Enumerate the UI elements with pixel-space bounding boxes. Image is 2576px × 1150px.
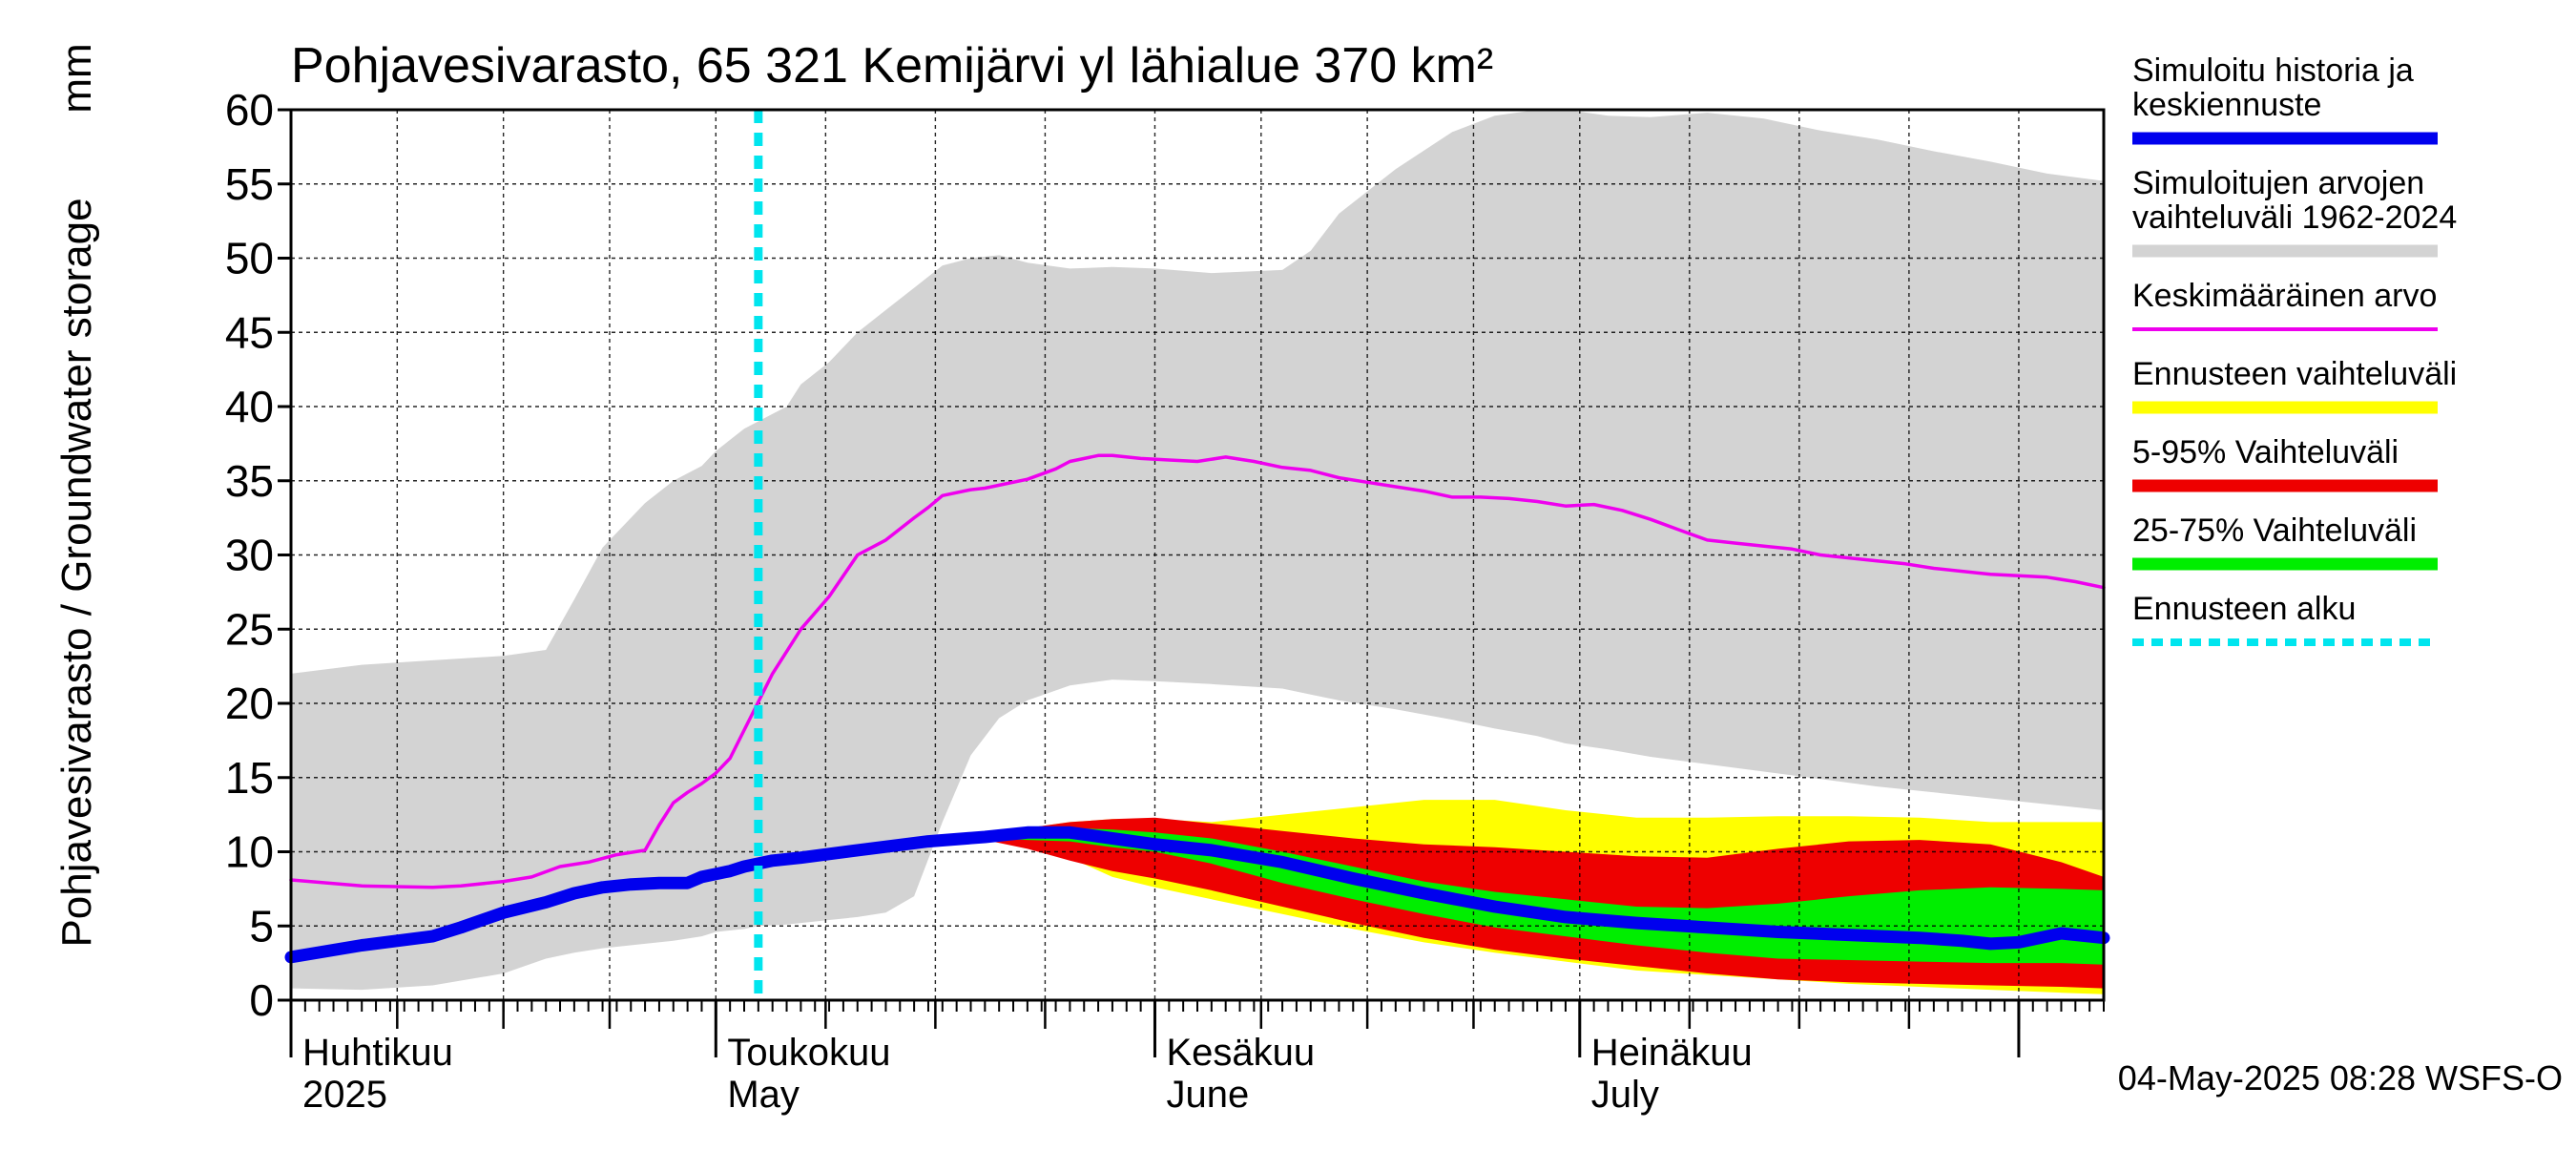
month-label-huhtikuu: Huhtikuu xyxy=(302,1032,453,1074)
grid-layer xyxy=(291,109,2104,1000)
y-tick-label-25: 25 xyxy=(225,604,274,654)
legend-label-simuloitujen-arvojen-vaihteluvali-1962-2024-1: Simuloitujen arvojen xyxy=(2132,165,2424,201)
y-tick-label-40: 40 xyxy=(225,382,274,431)
y-tick-label-5: 5 xyxy=(249,901,274,951)
band-layer xyxy=(291,110,2104,994)
y-tick-label-60: 60 xyxy=(225,85,274,135)
month-sublabel-may: May xyxy=(727,1074,800,1116)
band-simuloitujen-arvojen-vaihteluvali-1962-2024 xyxy=(291,110,2104,991)
timestamp: 04-May-2025 08:28 WSFS-O xyxy=(2118,1058,2563,1098)
y-tick-label-45: 45 xyxy=(225,307,274,357)
legend-label-simuloitujen-arvojen-vaihteluvali-1962-2024-2: vaihteluväli 1962-2024 xyxy=(2132,199,2457,236)
month-label-heinakuu: Heinäkuu xyxy=(1591,1032,1753,1074)
month-sublabel-july: July xyxy=(1591,1074,1659,1116)
y-tick-label-0: 0 xyxy=(249,975,274,1025)
axes-layer: 051015202530354045505560Huhtikuu2025Touk… xyxy=(225,85,2106,1116)
legend-label-ennusteen-vaihteluvali: Ennusteen vaihteluväli xyxy=(2132,356,2457,392)
y-tick-label-30: 30 xyxy=(225,531,274,580)
line-keskimaarainen-arvo xyxy=(289,453,2106,889)
month-sublabel-2025: 2025 xyxy=(302,1074,387,1116)
legend-label-simuloitu-historia-ja-keskiennuste-2: keskiennuste xyxy=(2132,87,2321,123)
month-label-kesakuu: Kesäkuu xyxy=(1166,1032,1315,1074)
legend-label-25-75-vaihteluvali: 25-75% Vaihteluväli xyxy=(2132,512,2417,549)
y-axis-unit: mm xyxy=(53,43,100,113)
legend-label-keskimaarainen-arvo: Keskimääräinen arvo xyxy=(2132,278,2437,314)
y-tick-label-15: 15 xyxy=(225,753,274,803)
y-tick-label-55: 55 xyxy=(225,159,274,209)
legend-label-simuloitu-historia-ja-keskiennuste-1: Simuloitu historia ja xyxy=(2132,52,2414,89)
month-sublabel-june: June xyxy=(1166,1074,1249,1116)
line-layer xyxy=(284,110,2110,1000)
y-axis-label: Pohjavesivarasto / Groundwater storage xyxy=(53,198,100,947)
y-tick-label-20: 20 xyxy=(225,679,274,728)
y-tick-label-10: 10 xyxy=(225,827,274,877)
legend-label-5-95-vaihteluvali: 5-95% Vaihteluväli xyxy=(2132,434,2399,470)
legend-label-ennusteen-alku: Ennusteen alku xyxy=(2132,591,2356,627)
month-label-toukokuu: Toukokuu xyxy=(727,1032,890,1074)
line-simuloitu-historia-ja-keskiennuste xyxy=(284,826,2110,964)
y-tick-label-35: 35 xyxy=(225,456,274,506)
y-tick-label-50: 50 xyxy=(225,234,274,283)
chart-title: Pohjavesivarasto, 65 321 Kemijärvi yl lä… xyxy=(291,38,1493,94)
